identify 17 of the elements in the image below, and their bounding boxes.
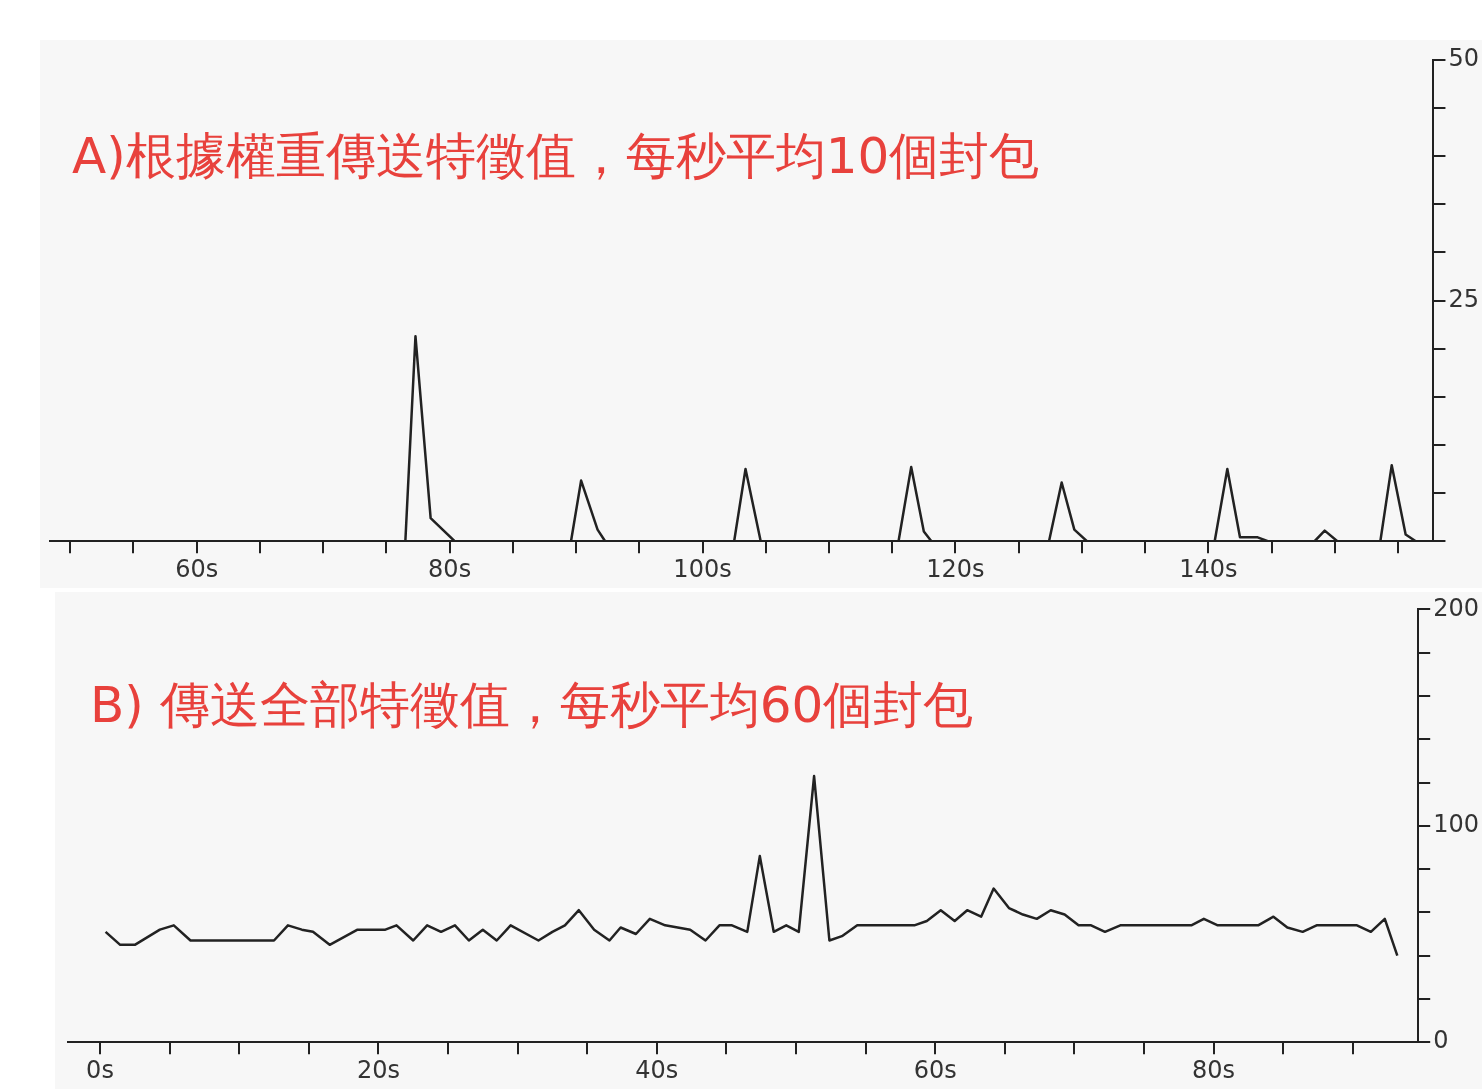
y-tick-label: 0 [1433,1026,1449,1055]
x-tick-label: 0s [86,1055,114,1084]
x-tick-label: 20s [356,1055,400,1084]
x-tick-label: 60s [175,554,219,583]
y-tick-label: 200 [1433,593,1479,622]
text: B) 傳送全部特徵值，每秒平均60個封包 [90,676,974,735]
x-tick-label: 80s [1192,1055,1236,1084]
x-tick-label: 40s [635,1055,679,1084]
y-tick-label: 50 [1448,44,1480,73]
x-tick-label: 100s [673,554,732,583]
text: A)根據權重傳送特徵值，每秒平均10個封包 [72,126,1040,185]
x-tick-label: 120s [926,554,985,583]
x-tick-label: 140s [1179,554,1238,583]
x-tick-label: 80s [428,554,472,583]
x-tick-label: 60s [913,1055,957,1084]
y-tick-label: 100 [1433,810,1479,839]
y-tick-label: 25 [1448,284,1480,313]
